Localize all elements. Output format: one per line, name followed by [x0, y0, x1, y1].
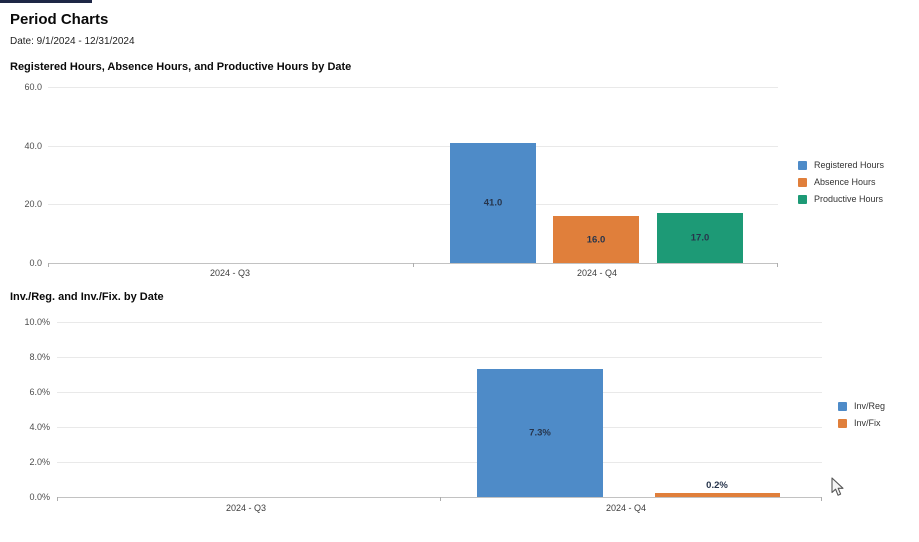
chart2-xlabel-q4: 2024 - Q4	[605, 503, 647, 513]
bar-productive-hours[interactable]: 17.0	[657, 213, 743, 263]
legend-swatch-icon	[798, 160, 807, 170]
legend-item-productive-hours[interactable]: Productive Hours	[798, 193, 884, 205]
page-title: Period Charts	[10, 11, 109, 28]
legend-label: Absence Hours	[814, 177, 876, 187]
chart2-gridline-2pct	[57, 462, 822, 463]
legend-item-inv-reg[interactable]: Inv/Reg	[838, 400, 885, 412]
chart1-tick-left	[48, 263, 49, 267]
chart2-title: Inv./Reg. and Inv./Fix. by Date	[10, 291, 164, 303]
bar-value-label: 0.2%	[706, 480, 728, 491]
chart1-ytick: 60.0	[24, 82, 42, 92]
chart2-ytick: 4.0%	[29, 422, 50, 432]
legend-label: Registered Hours	[814, 160, 885, 170]
chart2-x-axis	[57, 497, 822, 498]
chart2-tick-right	[821, 497, 822, 501]
legend-swatch-icon	[798, 177, 807, 187]
chart2-ytick: 2.0%	[29, 457, 50, 467]
chart1-ytick: 40.0	[24, 141, 42, 151]
legend-label: Inv/Fix	[854, 418, 881, 428]
chart1-ytick: 20.0	[24, 199, 42, 209]
legend-label: Inv/Reg	[854, 401, 886, 411]
chart2-ytick: 0.0%	[29, 492, 50, 502]
chart2-ytick: 10.0%	[24, 317, 50, 327]
chart1-tick-mid	[413, 263, 414, 267]
bar-value-label: 41.0	[483, 197, 503, 209]
chart2-gridline-6pct	[57, 392, 822, 393]
chart1-ytick: 0.0	[29, 258, 42, 268]
chart2-legend: Inv/Reg Inv/Fix	[838, 400, 885, 429]
chart2-gridline-4pct	[57, 427, 822, 428]
chart1-xlabel-q3: 2024 - Q3	[209, 268, 251, 278]
legend-swatch-icon	[798, 194, 807, 204]
legend-item-absence-hours[interactable]: Absence Hours	[798, 176, 884, 188]
chart2-gridline-10pct	[57, 322, 822, 323]
chart1-xlabel-q4: 2024 - Q4	[576, 268, 618, 278]
chart1-gridline-20	[48, 204, 778, 205]
chart1-gridline-40	[48, 146, 778, 147]
legend-label: Productive Hours	[814, 194, 884, 204]
chart1-title: Registered Hours, Absence Hours, and Pro…	[10, 61, 352, 73]
bar-registered-hours[interactable]: 41.0	[450, 143, 536, 263]
date-range-label: Date: 9/1/2024 - 12/31/2024	[10, 36, 135, 47]
legend-item-registered-hours[interactable]: Registered Hours	[798, 159, 884, 171]
mouse-cursor-icon	[831, 477, 844, 496]
legend-item-inv-fix[interactable]: Inv/Fix	[838, 417, 885, 429]
chart1-tick-right	[777, 263, 778, 267]
legend-swatch-icon	[838, 418, 847, 428]
bar-value-label: 17.0	[690, 232, 710, 244]
chart2-xlabel-q3: 2024 - Q3	[225, 503, 267, 513]
chart1-legend: Registered Hours Absence Hours Productiv…	[798, 159, 884, 205]
chart2-tick-left	[57, 497, 58, 501]
chart2-ytick: 8.0%	[29, 352, 50, 362]
chart2-ytick: 6.0%	[29, 387, 50, 397]
window-edge-artifact	[0, 0, 92, 3]
chart1-gridline-60	[48, 87, 778, 88]
bar-inv-reg[interactable]: 7.3%	[477, 369, 603, 497]
bar-value-label: 7.3%	[529, 427, 551, 439]
bar-absence-hours[interactable]: 16.0	[553, 216, 639, 263]
bar-value-label: 16.0	[586, 234, 606, 245]
bar-inv-fix[interactable]	[655, 493, 780, 497]
chart2-gridline-8pct	[57, 357, 822, 358]
chart2-tick-mid	[440, 497, 441, 501]
legend-swatch-icon	[838, 401, 847, 411]
